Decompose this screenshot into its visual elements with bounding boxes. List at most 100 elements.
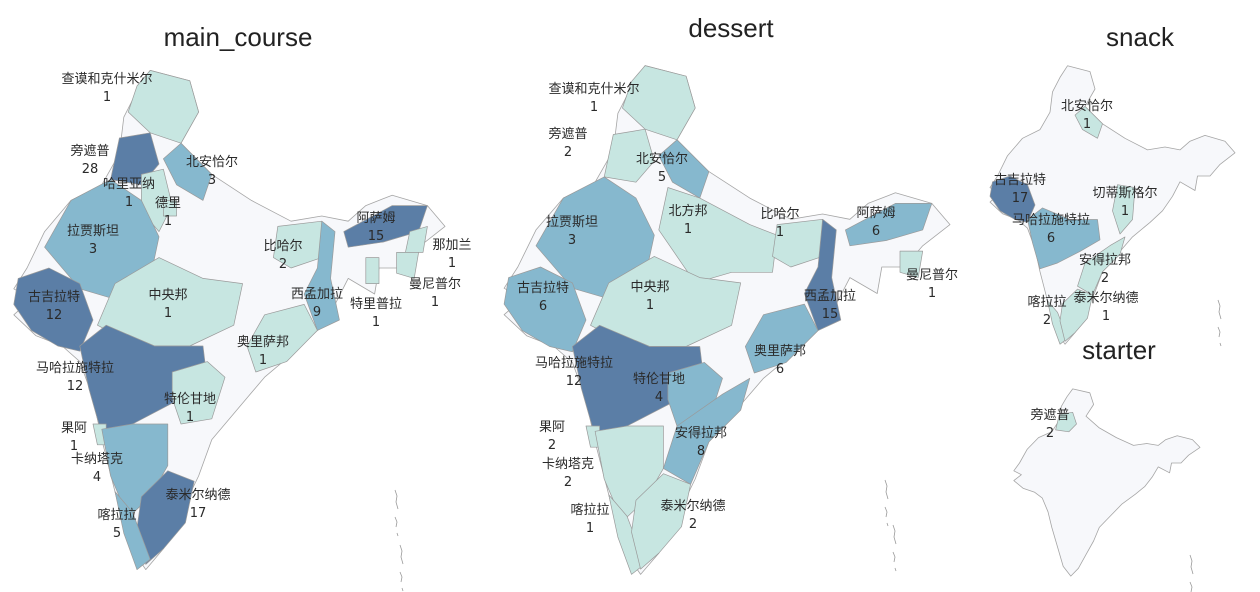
state-name-label: 奥里萨邦: [754, 344, 806, 359]
island-outline: [1217, 299, 1222, 347]
state-name-label: 查谟和克什米尔: [548, 82, 639, 97]
state-count-label: 1: [776, 225, 784, 240]
state-name-label: 西孟加拉: [291, 287, 343, 302]
state-name-label: 北安恰尔: [1061, 99, 1113, 114]
state-name-label: 泰米尔纳德: [1073, 291, 1138, 306]
state-count-label: 5: [113, 526, 121, 541]
state-region: [246, 304, 318, 373]
state-region: [163, 142, 213, 201]
state-name-label: 卡纳塔克: [71, 452, 123, 467]
state-name-label: 果阿: [61, 421, 87, 436]
state-region: [845, 203, 933, 247]
state-count-label: 1: [928, 286, 936, 301]
state-region: [127, 70, 199, 144]
state-name-label: 喀拉拉: [97, 507, 136, 523]
state-count-label: 6: [1047, 231, 1055, 246]
state-name-label: 奥里萨邦: [237, 335, 289, 350]
state-name-label: 安得拉邦: [675, 425, 727, 441]
state-region: [622, 65, 696, 141]
state-count-label: 4: [655, 390, 663, 405]
state-region: [13, 267, 94, 352]
state-region: [396, 252, 419, 279]
state-count-label: 2: [564, 475, 572, 490]
state-name-label: 比哈尔: [263, 239, 302, 254]
state-name-label: 泰米尔纳德: [660, 499, 725, 514]
state-name-label: 喀拉拉: [1027, 294, 1066, 310]
state-count-label: 5: [658, 170, 666, 185]
state-name-label: 果阿: [539, 420, 565, 435]
island-outline: [394, 489, 399, 537]
state-region: [171, 361, 226, 425]
state-region: [1059, 288, 1093, 342]
state-name-label: 泰米尔纳德: [165, 488, 230, 503]
island-outline: [884, 479, 889, 527]
state-region: [1077, 236, 1126, 296]
state-count-label: 9: [313, 305, 321, 320]
state-name-label: 北安恰尔: [636, 152, 688, 167]
map-panel-starter: 旁遮普 2 starter: [1013, 335, 1201, 592]
state-count-label: 2: [564, 145, 572, 160]
state-name-label: 哈里亚纳: [103, 177, 155, 192]
state-region: [804, 218, 842, 331]
state-region: [273, 220, 323, 269]
state-region: [405, 226, 428, 253]
state-count-label: 1: [164, 214, 172, 229]
state-region: [603, 128, 655, 183]
state-region: [772, 218, 823, 268]
state-count-label: 1: [431, 295, 439, 310]
state-name-label: 马哈拉施特拉: [535, 356, 613, 371]
state-count-label: 2: [548, 438, 556, 453]
state-region: [631, 473, 691, 570]
state-count-label: 1: [1083, 117, 1091, 132]
subplot-title: snack: [1106, 22, 1175, 52]
state-name-label: 古吉拉特: [28, 290, 80, 305]
state-region: [1055, 411, 1077, 433]
state-region: [1112, 184, 1136, 235]
state-count-label: 1: [1102, 309, 1110, 324]
state-name-label: 特伦甘地: [164, 392, 216, 407]
state-name-label: 喀拉拉: [570, 502, 609, 518]
state-region: [658, 187, 778, 284]
state-region: [989, 175, 1036, 223]
state-name-label: 特伦甘地: [633, 372, 685, 387]
state-region: [899, 250, 924, 278]
state-name-label: 德里: [155, 196, 181, 211]
state-count-label: 6: [872, 224, 880, 239]
state-name-label: 曼尼普尔: [906, 268, 958, 283]
state-count-label: 1: [586, 521, 594, 536]
state-region: [1027, 207, 1101, 270]
state-region: [114, 491, 151, 570]
state-count-label: 3: [568, 233, 576, 248]
state-count-label: 2: [1046, 426, 1054, 441]
state-name-label: 古吉拉特: [517, 281, 569, 296]
state-count-label: 1: [125, 195, 133, 210]
island-outline: [892, 524, 897, 572]
state-name-label: 古吉拉特: [994, 173, 1046, 188]
state-count-label: 2: [1101, 271, 1109, 286]
country-outline: [1013, 388, 1201, 577]
state-count-label: 6: [776, 362, 784, 377]
state-count-label: 1: [103, 90, 111, 105]
state-count-label: 12: [67, 379, 84, 394]
state-count-label: 3: [89, 242, 97, 257]
state-count-label: 17: [1012, 191, 1029, 206]
subplot-title: starter: [1082, 335, 1156, 365]
state-name-label: 西孟加拉: [804, 289, 856, 304]
state-name-label: 拉贾斯坦: [546, 215, 598, 230]
map-panel-main-course: 查谟和克什米尔1旁遮普28哈里亚纳1北安恰尔3德里1拉贾斯坦3阿萨姆15那加兰1…: [13, 22, 472, 592]
state-count-label: 1: [70, 439, 78, 454]
state-name-label: 阿萨姆: [356, 211, 395, 226]
state-count-label: 2: [689, 517, 697, 532]
state-count-label: 12: [566, 374, 583, 389]
state-name-label: 旁遮普: [70, 143, 109, 159]
state-name-label: 特里普拉: [350, 297, 402, 312]
state-count-label: 28: [82, 162, 99, 177]
state-region: [658, 139, 710, 199]
state-name-label: 北方邦: [668, 203, 707, 219]
state-count-label: 1: [684, 222, 692, 237]
state-count-label: 1: [646, 298, 654, 313]
state-region: [163, 200, 177, 217]
